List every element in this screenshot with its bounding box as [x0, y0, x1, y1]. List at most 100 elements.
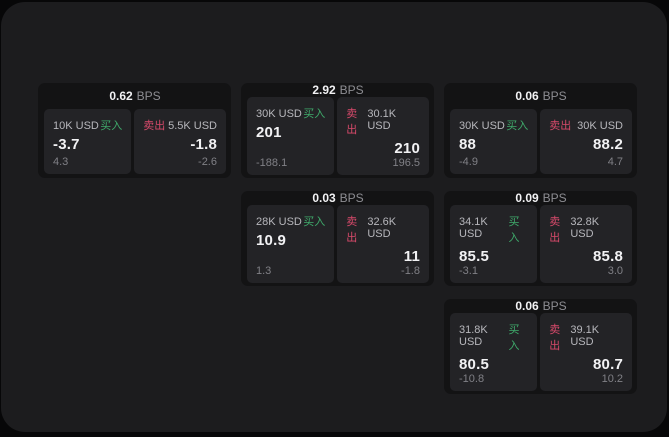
bps-value: 0.03 — [312, 191, 336, 205]
bps-unit-label: BPS — [339, 83, 364, 97]
buy-action-label: 买入 — [508, 324, 520, 352]
sell-tile-header: 卖出 32.8K USD — [549, 213, 623, 245]
sell-action-label: 卖出 — [346, 108, 358, 136]
sell-tile[interactable]: 卖出 39.1K USD 80.7 10.2 — [540, 313, 632, 391]
bps-unit-label: BPS — [136, 89, 161, 103]
buy-amount-label: 10K USD — [53, 120, 99, 132]
buy-action-label: 买入 — [100, 120, 123, 132]
buy-change-value: 1.3 — [256, 265, 272, 277]
sell-change-value: -1.8 — [401, 265, 420, 277]
buy-tile[interactable]: 10K USD 买入 -3.7 4.3 — [44, 109, 132, 174]
sell-tile[interactable]: 卖出 5.5K USD -1.8 -2.6 — [134, 109, 226, 174]
sell-price-value: 11 — [403, 248, 420, 265]
sell-tile-header: 卖出 30.1K USD — [346, 105, 420, 137]
sell-change-value: 196.5 — [392, 157, 420, 169]
sell-amount-label: 30K USD — [577, 120, 623, 132]
sell-tile-header: 卖出 39.1K USD — [549, 321, 623, 353]
buy-action-label: 买入 — [303, 216, 326, 228]
buy-tile[interactable]: 28K USD 买入 10.9 1.3 — [247, 205, 335, 283]
buy-change-value: -3.1 — [459, 265, 478, 277]
buy-price-value: 10.9 — [256, 232, 286, 249]
sell-price-value: 85.8 — [593, 248, 623, 265]
card-body: 28K USD 买入 10.9 1.3 卖出 32.6K USD 11 -1.8 — [247, 205, 429, 283]
sell-price-value: 80.7 — [593, 356, 623, 373]
sell-tile-header: 卖出 5.5K USD — [143, 117, 217, 133]
sell-action-label: 卖出 — [549, 216, 561, 244]
bps-unit-label: BPS — [339, 191, 364, 205]
sell-tile[interactable]: 卖出 32.8K USD 85.8 3.0 — [540, 205, 632, 283]
sell-price-value: -1.8 — [190, 136, 217, 153]
quote-card: 0.03 BPS 28K USD 买入 10.9 1.3 卖出 32.6K US… — [241, 191, 434, 286]
card-header: 0.06 BPS — [450, 83, 632, 109]
sell-price-value: 210 — [394, 140, 420, 157]
sell-tile[interactable]: 卖出 30K USD 88.2 4.7 — [540, 109, 632, 174]
sell-amount-label: 5.5K USD — [168, 120, 217, 132]
buy-change-value: -4.9 — [459, 156, 478, 168]
sell-tile-header: 卖出 30K USD — [549, 117, 623, 133]
buy-tile-header: 34.1K USD 买入 — [459, 213, 528, 245]
buy-amount-label: 34.1K USD — [459, 216, 488, 240]
bps-unit-label: BPS — [542, 299, 567, 313]
card-header: 0.03 BPS — [247, 191, 429, 205]
card-body: 30K USD 买入 201 -188.1 卖出 30.1K USD 210 1… — [247, 97, 429, 175]
buy-amount-label: 31.8K USD — [459, 324, 488, 348]
quote-card: 2.92 BPS 30K USD 买入 201 -188.1 卖出 30.1K … — [241, 83, 434, 178]
card-header: 0.62 BPS — [44, 83, 226, 109]
quote-card: 0.06 BPS 30K USD 买入 88 -4.9 卖出 30K USD 8… — [444, 83, 637, 178]
sell-change-value: 3.0 — [607, 265, 623, 277]
card-body: 34.1K USD 买入 85.5 -3.1 卖出 32.8K USD 85.8… — [450, 205, 632, 283]
quote-card: 0.06 BPS 31.8K USD 买入 80.5 -10.8 卖出 39.1… — [444, 299, 637, 394]
bps-unit-label: BPS — [542, 89, 567, 103]
card-header: 0.06 BPS — [450, 299, 632, 313]
quotes-panel: 0.62 BPS 10K USD 买入 -3.7 4.3 卖出 5.5K USD… — [1, 2, 667, 432]
sell-action-label: 卖出 — [549, 120, 572, 132]
sell-amount-label: 39.1K USD — [570, 324, 600, 348]
card-body: 31.8K USD 买入 80.5 -10.8 卖出 39.1K USD 80.… — [450, 313, 632, 391]
sell-tile-header: 卖出 32.6K USD — [346, 213, 420, 245]
buy-amount-label: 30K USD — [256, 108, 302, 120]
card-body: 10K USD 买入 -3.7 4.3 卖出 5.5K USD -1.8 -2.… — [44, 109, 226, 174]
bps-value: 0.09 — [515, 191, 539, 205]
sell-change-value: -2.6 — [198, 156, 217, 168]
sell-tile[interactable]: 卖出 30.1K USD 210 196.5 — [337, 97, 429, 175]
buy-tile-header: 30K USD 买入 — [459, 117, 528, 133]
sell-amount-label: 32.8K USD — [570, 216, 600, 240]
sell-action-label: 卖出 — [143, 120, 166, 132]
buy-tile-header: 30K USD 买入 — [256, 105, 325, 121]
buy-price-value: 88 — [459, 136, 477, 153]
buy-change-value: -188.1 — [256, 157, 288, 169]
bps-value: 0.06 — [515, 89, 539, 103]
buy-price-value: 80.5 — [459, 356, 489, 373]
buy-action-label: 买入 — [508, 216, 520, 244]
buy-price-value: 85.5 — [459, 248, 489, 265]
buy-tile[interactable]: 31.8K USD 买入 80.5 -10.8 — [450, 313, 538, 391]
sell-change-value: 10.2 — [601, 373, 623, 385]
quote-card: 0.62 BPS 10K USD 买入 -3.7 4.3 卖出 5.5K USD… — [38, 83, 231, 178]
buy-action-label: 买入 — [303, 108, 326, 120]
sell-price-value: 88.2 — [593, 136, 623, 153]
buy-change-value: -10.8 — [459, 373, 485, 385]
sell-action-label: 卖出 — [346, 216, 358, 244]
sell-amount-label: 32.6K USD — [367, 216, 397, 240]
buy-tile-header: 28K USD 买入 — [256, 213, 325, 229]
buy-tile-header: 31.8K USD 买入 — [459, 321, 528, 353]
buy-tile[interactable]: 30K USD 买入 88 -4.9 — [450, 109, 538, 174]
buy-action-label: 买入 — [506, 120, 529, 132]
buy-tile[interactable]: 34.1K USD 买入 85.5 -3.1 — [450, 205, 538, 283]
sell-amount-label: 30.1K USD — [367, 108, 397, 132]
buy-tile[interactable]: 30K USD 买入 201 -188.1 — [247, 97, 335, 175]
buy-price-value: 201 — [256, 124, 282, 141]
card-header: 2.92 BPS — [247, 83, 429, 97]
buy-change-value: 4.3 — [53, 156, 69, 168]
buy-amount-label: 30K USD — [459, 120, 505, 132]
card-body: 30K USD 买入 88 -4.9 卖出 30K USD 88.2 4.7 — [450, 109, 632, 174]
sell-change-value: 4.7 — [607, 156, 623, 168]
bps-value: 0.06 — [515, 299, 539, 313]
bps-value: 0.62 — [109, 89, 133, 103]
sell-tile[interactable]: 卖出 32.6K USD 11 -1.8 — [337, 205, 429, 283]
sell-action-label: 卖出 — [549, 324, 561, 352]
buy-amount-label: 28K USD — [256, 216, 302, 228]
bps-unit-label: BPS — [542, 191, 567, 205]
quote-card: 0.09 BPS 34.1K USD 买入 85.5 -3.1 卖出 32.8K… — [444, 191, 637, 286]
